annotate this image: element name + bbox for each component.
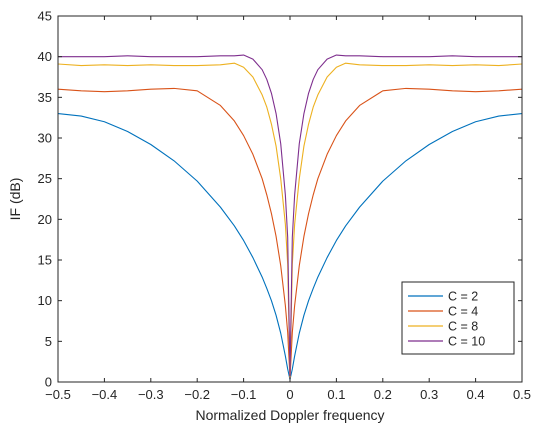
y-tick-label: 20 [38,212,52,227]
legend-box [401,281,515,355]
y-axis: 0 5 10 15 20 25 30 35 40 45 [38,9,522,390]
x-axis: −0.5 −0.4 −0.3 −0.2 −0.1 0 0.1 0.2 0.3 0.4 0.5 [45,16,531,402]
legend-label-3: C = 8 [448,320,478,334]
x-tick-label: −0.5 [45,387,71,402]
x-tick-label: 0.2 [374,387,392,402]
x-tick-label: 0.1 [327,387,345,402]
x-tick-label: −0.3 [138,387,164,402]
y-tick-label: 30 [38,131,52,146]
y-axis-label: IF (dB) [7,178,23,221]
y-tick-label: 35 [38,90,52,105]
x-axis-label: Normalized Doppler frequency [195,407,384,423]
y-tick-label: 40 [38,49,52,64]
y-tick-label: 10 [38,293,52,308]
x-tick-label: 0.3 [420,387,438,402]
y-tick-label: 0 [45,375,52,390]
series-line-3 [57,62,523,377]
legend-label-1: C = 2 [448,290,478,304]
y-tick-label: 15 [38,253,52,268]
y-tick-label: 45 [38,9,52,24]
y-tick-label: 5 [45,334,52,349]
x-tick-label: −0.1 [231,387,257,402]
x-tick-label: −0.4 [92,387,118,402]
x-tick-label: 0.4 [467,387,485,402]
x-tick-label: 0 [286,387,293,402]
y-tick-label: 25 [38,171,52,186]
series-line-2 [57,87,523,379]
x-tick-label: 0.5 [513,387,531,402]
series-line-4 [58,54,522,377]
legend-label-2: C = 4 [448,305,478,319]
legend-label-4: C = 10 [448,335,485,349]
x-tick-label: −0.2 [184,387,210,402]
legend: C = 2C = 4C = 8C = 10 [401,281,515,355]
series-layer [57,54,523,381]
